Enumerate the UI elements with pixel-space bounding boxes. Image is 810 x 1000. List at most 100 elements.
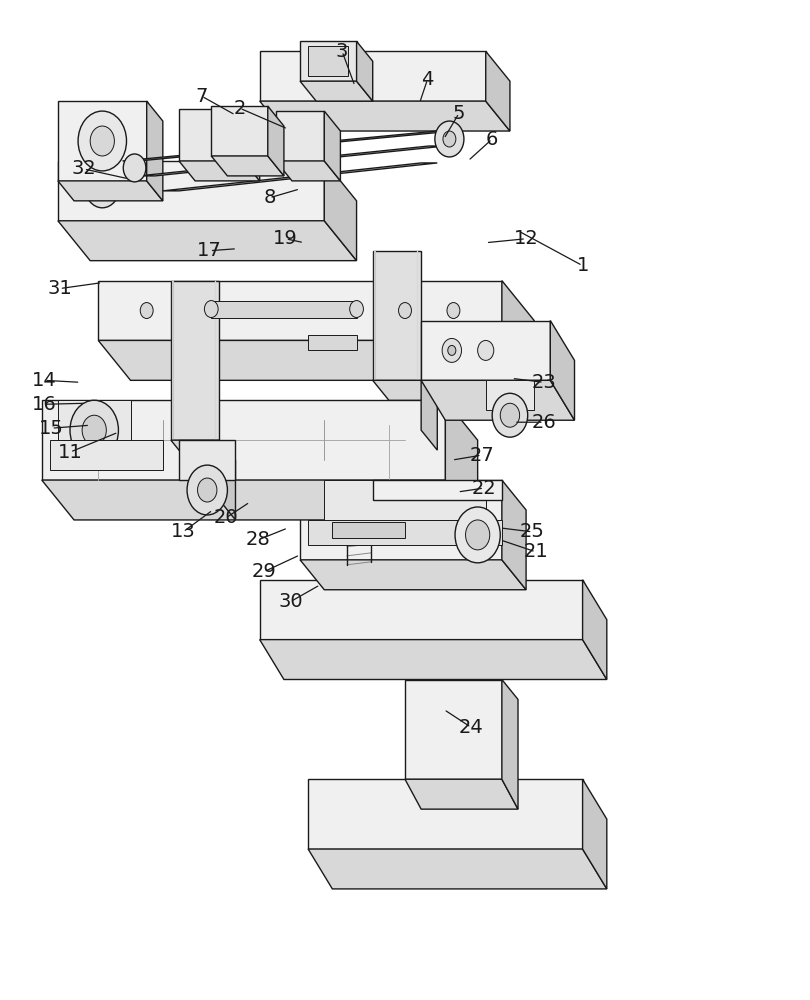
Polygon shape: [211, 156, 284, 176]
Polygon shape: [58, 181, 163, 201]
Circle shape: [455, 507, 501, 563]
Polygon shape: [421, 380, 574, 420]
Polygon shape: [244, 109, 260, 181]
Polygon shape: [486, 51, 510, 131]
Polygon shape: [308, 779, 582, 849]
Circle shape: [90, 126, 114, 156]
Polygon shape: [405, 680, 502, 779]
Polygon shape: [260, 101, 510, 131]
Text: 32: 32: [71, 159, 96, 178]
Polygon shape: [122, 131, 454, 161]
Polygon shape: [260, 640, 607, 680]
Polygon shape: [268, 106, 284, 176]
Circle shape: [82, 415, 106, 445]
Circle shape: [123, 154, 146, 182]
Circle shape: [84, 164, 120, 208]
Text: 8: 8: [263, 188, 275, 207]
Polygon shape: [308, 520, 502, 545]
Polygon shape: [308, 849, 607, 889]
Text: 6: 6: [486, 130, 498, 149]
Polygon shape: [58, 161, 324, 221]
Text: 25: 25: [520, 522, 545, 541]
Text: 22: 22: [471, 479, 497, 498]
Circle shape: [448, 345, 456, 355]
Text: 3: 3: [336, 42, 348, 61]
Polygon shape: [260, 51, 486, 101]
Text: 21: 21: [523, 542, 548, 561]
Circle shape: [70, 400, 118, 460]
Circle shape: [466, 520, 490, 550]
Polygon shape: [300, 81, 373, 101]
Polygon shape: [42, 480, 478, 520]
Polygon shape: [373, 251, 421, 380]
Circle shape: [447, 303, 460, 319]
Polygon shape: [74, 161, 130, 181]
Polygon shape: [58, 221, 356, 261]
Polygon shape: [98, 281, 502, 340]
Polygon shape: [211, 301, 356, 318]
Polygon shape: [332, 522, 405, 538]
Polygon shape: [300, 480, 502, 560]
Polygon shape: [220, 440, 236, 520]
Polygon shape: [446, 400, 478, 520]
Polygon shape: [58, 400, 130, 440]
Polygon shape: [171, 440, 236, 460]
Text: 1: 1: [577, 256, 589, 275]
Text: 29: 29: [251, 562, 276, 581]
Polygon shape: [50, 440, 163, 470]
Polygon shape: [211, 106, 268, 156]
Text: 15: 15: [39, 419, 64, 438]
Text: 17: 17: [198, 241, 222, 260]
Text: 5: 5: [453, 104, 465, 123]
Polygon shape: [276, 161, 340, 181]
Polygon shape: [58, 101, 147, 181]
Text: 27: 27: [469, 446, 494, 465]
Text: 20: 20: [214, 508, 238, 527]
Polygon shape: [171, 281, 220, 440]
Text: 4: 4: [421, 70, 434, 89]
Text: 28: 28: [245, 530, 271, 549]
Polygon shape: [260, 580, 582, 640]
Polygon shape: [502, 281, 534, 380]
Polygon shape: [179, 161, 260, 181]
Polygon shape: [405, 779, 518, 809]
Polygon shape: [139, 146, 446, 176]
Polygon shape: [373, 480, 502, 500]
Text: 19: 19: [273, 229, 298, 248]
Circle shape: [399, 303, 411, 319]
Polygon shape: [308, 335, 356, 350]
Polygon shape: [582, 580, 607, 680]
Circle shape: [198, 478, 217, 502]
Circle shape: [492, 393, 527, 437]
Polygon shape: [356, 41, 373, 101]
Polygon shape: [550, 320, 574, 420]
Polygon shape: [324, 480, 486, 520]
Polygon shape: [502, 680, 518, 809]
Polygon shape: [300, 560, 526, 590]
Polygon shape: [98, 340, 534, 380]
Circle shape: [442, 338, 462, 362]
Circle shape: [435, 121, 464, 157]
Polygon shape: [373, 380, 437, 400]
Text: 14: 14: [32, 371, 57, 390]
Circle shape: [94, 176, 110, 196]
Polygon shape: [324, 111, 340, 181]
Polygon shape: [347, 482, 371, 492]
Polygon shape: [147, 101, 163, 201]
Text: 7: 7: [195, 87, 208, 106]
Polygon shape: [300, 41, 356, 81]
Circle shape: [501, 403, 520, 427]
Polygon shape: [276, 111, 324, 161]
Text: 16: 16: [32, 395, 57, 414]
Text: 23: 23: [531, 373, 556, 392]
Polygon shape: [324, 161, 356, 261]
Text: 24: 24: [458, 718, 484, 737]
Polygon shape: [163, 163, 437, 191]
Polygon shape: [582, 779, 607, 889]
Circle shape: [78, 111, 126, 171]
Polygon shape: [179, 440, 236, 480]
Text: 11: 11: [58, 443, 83, 462]
Circle shape: [443, 131, 456, 147]
Polygon shape: [179, 109, 244, 161]
Polygon shape: [486, 380, 534, 410]
